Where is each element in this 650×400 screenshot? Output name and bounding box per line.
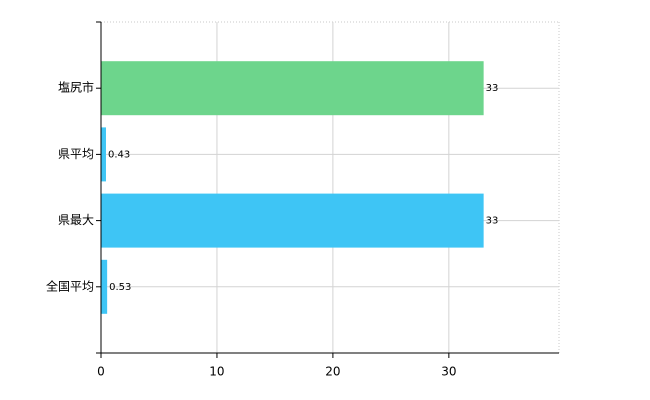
- x-tick-label: 0: [97, 365, 105, 379]
- y-tick-label: 全国平均: [46, 278, 94, 293]
- value-label: 0.53: [109, 282, 131, 293]
- x-tick-label: 10: [209, 365, 224, 379]
- value-label: 0.43: [108, 149, 130, 160]
- bar: [101, 61, 484, 116]
- y-tick-label: 県平均: [58, 147, 94, 161]
- bar: [101, 193, 484, 248]
- x-tick-label: 20: [325, 365, 340, 379]
- value-label: 33: [486, 83, 499, 94]
- value-label: 33: [486, 216, 499, 227]
- y-tick-label: 塩尻市: [58, 80, 94, 95]
- y-tick-label: 県最大: [58, 213, 94, 227]
- bar: [101, 127, 106, 182]
- bar: [101, 259, 108, 314]
- x-tick-label: 30: [441, 365, 456, 379]
